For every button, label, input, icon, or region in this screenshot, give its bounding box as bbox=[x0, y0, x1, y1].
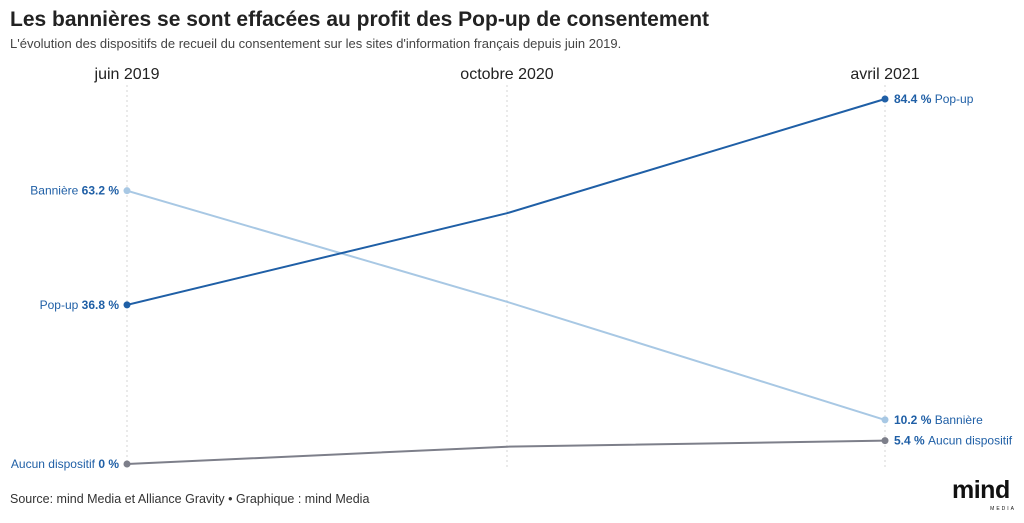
series-line-0 bbox=[126, 98, 886, 306]
series-line-1 bbox=[126, 189, 886, 421]
column-label-2: avril 2021 bbox=[850, 66, 919, 83]
logo-sub: MEDIA bbox=[990, 506, 1016, 512]
series-line-2 bbox=[126, 439, 886, 465]
label-end-name-1: Bannière bbox=[935, 413, 983, 427]
label-end-value-0: 84.4 % bbox=[894, 92, 935, 106]
point-end-1 bbox=[881, 416, 889, 424]
chart-title: Les bannières se sont effacées au profit… bbox=[10, 8, 710, 31]
label-end-value-1: 10.2 % bbox=[894, 413, 935, 427]
chart-subtitle: L'évolution des dispositifs de recueil d… bbox=[10, 36, 622, 51]
point-start-1 bbox=[123, 187, 131, 195]
label-start-value-1: 63.2 % bbox=[82, 184, 120, 198]
label-start-name-1: Bannière bbox=[30, 184, 81, 198]
label-start-name-0: Pop-up bbox=[40, 298, 82, 312]
label-start-0: Pop-up 36.8 % bbox=[40, 298, 120, 312]
mind-media-logo: mind MEDIA bbox=[952, 478, 1018, 518]
label-end-value-2: 5.4 % bbox=[894, 434, 928, 448]
column-label-0: juin 2019 bbox=[94, 66, 160, 83]
point-start-2 bbox=[123, 460, 131, 468]
label-end-2: 5.4 % Aucun dispositif bbox=[894, 434, 1013, 448]
label-start-1: Bannière 63.2 % bbox=[30, 184, 119, 198]
label-start-name-2: Aucun dispositif bbox=[11, 457, 98, 471]
point-start-0 bbox=[123, 301, 131, 309]
label-start-value-2: 0 % bbox=[98, 457, 119, 471]
label-start-2: Aucun dispositif 0 % bbox=[11, 457, 119, 471]
label-end-0: 84.4 % Pop-up bbox=[894, 92, 974, 106]
point-end-2 bbox=[881, 437, 889, 445]
point-end-0 bbox=[881, 95, 889, 103]
source-note: Source: mind Media et Alliance Gravity •… bbox=[10, 492, 370, 506]
label-end-name-2: Aucun dispositif bbox=[928, 434, 1013, 448]
column-label-1: octobre 2020 bbox=[460, 66, 554, 83]
label-end-name-0: Pop-up bbox=[935, 92, 974, 106]
label-start-value-0: 36.8 % bbox=[82, 298, 120, 312]
label-end-1: 10.2 % Bannière bbox=[894, 413, 983, 427]
logo-word: mind bbox=[952, 476, 1010, 504]
